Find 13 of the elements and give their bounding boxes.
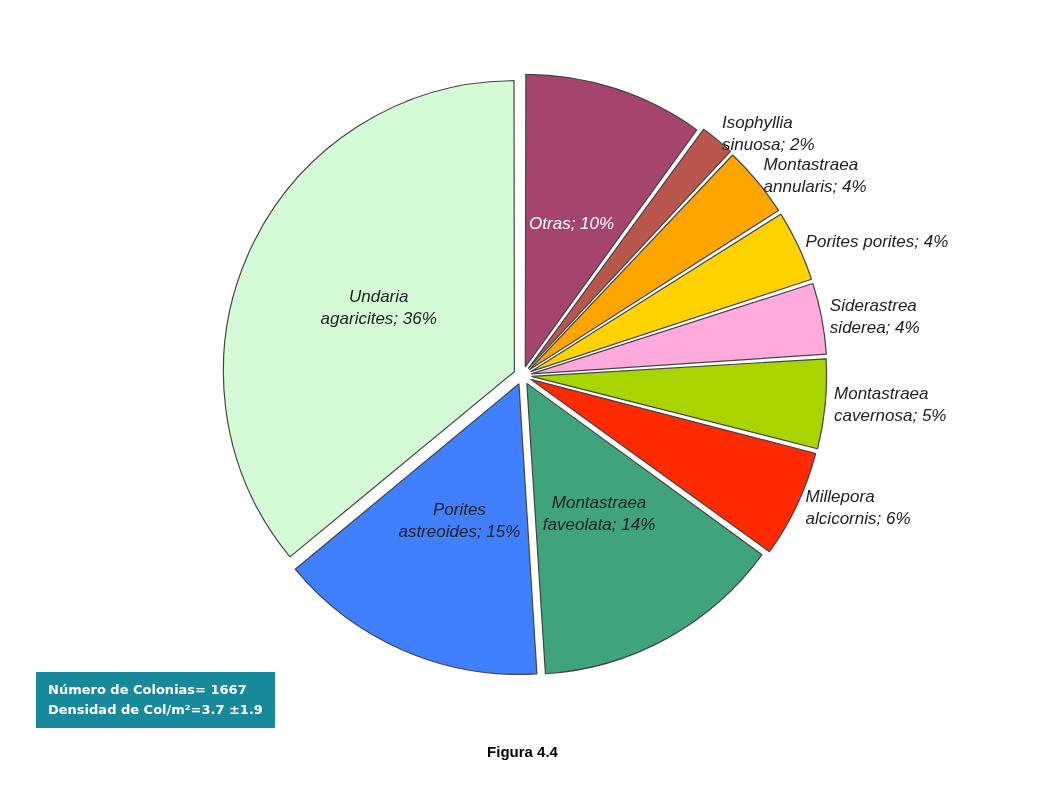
- text: Figura 4.4: [486, 743, 559, 760]
- slice-label: Isophyllia sinuosa; 2%: [721, 113, 815, 155]
- slice-label: Montastraea faveolata; 14%: [542, 493, 656, 535]
- slice-label: Montastraea cavernosa; 5%: [834, 383, 947, 425]
- text: Número de Colonias= 1667: [48, 681, 248, 699]
- slice-label: Porites astreoides; 15%: [398, 500, 521, 542]
- slice-label: Otras; 10%: [529, 214, 615, 234]
- slice-label: Undaria agaricites; 36%: [320, 286, 437, 328]
- slice-label: Siderastrea siderea; 4%: [829, 295, 920, 337]
- slice-label: Porites porites; 4%: [805, 232, 949, 252]
- text: Densidad de Col/m²=3.7 ±1.9: [48, 701, 263, 719]
- slice-label: Millepora alcicornis; 6%: [805, 487, 911, 529]
- slice-label: Montastraea annularis; 4%: [763, 154, 867, 196]
